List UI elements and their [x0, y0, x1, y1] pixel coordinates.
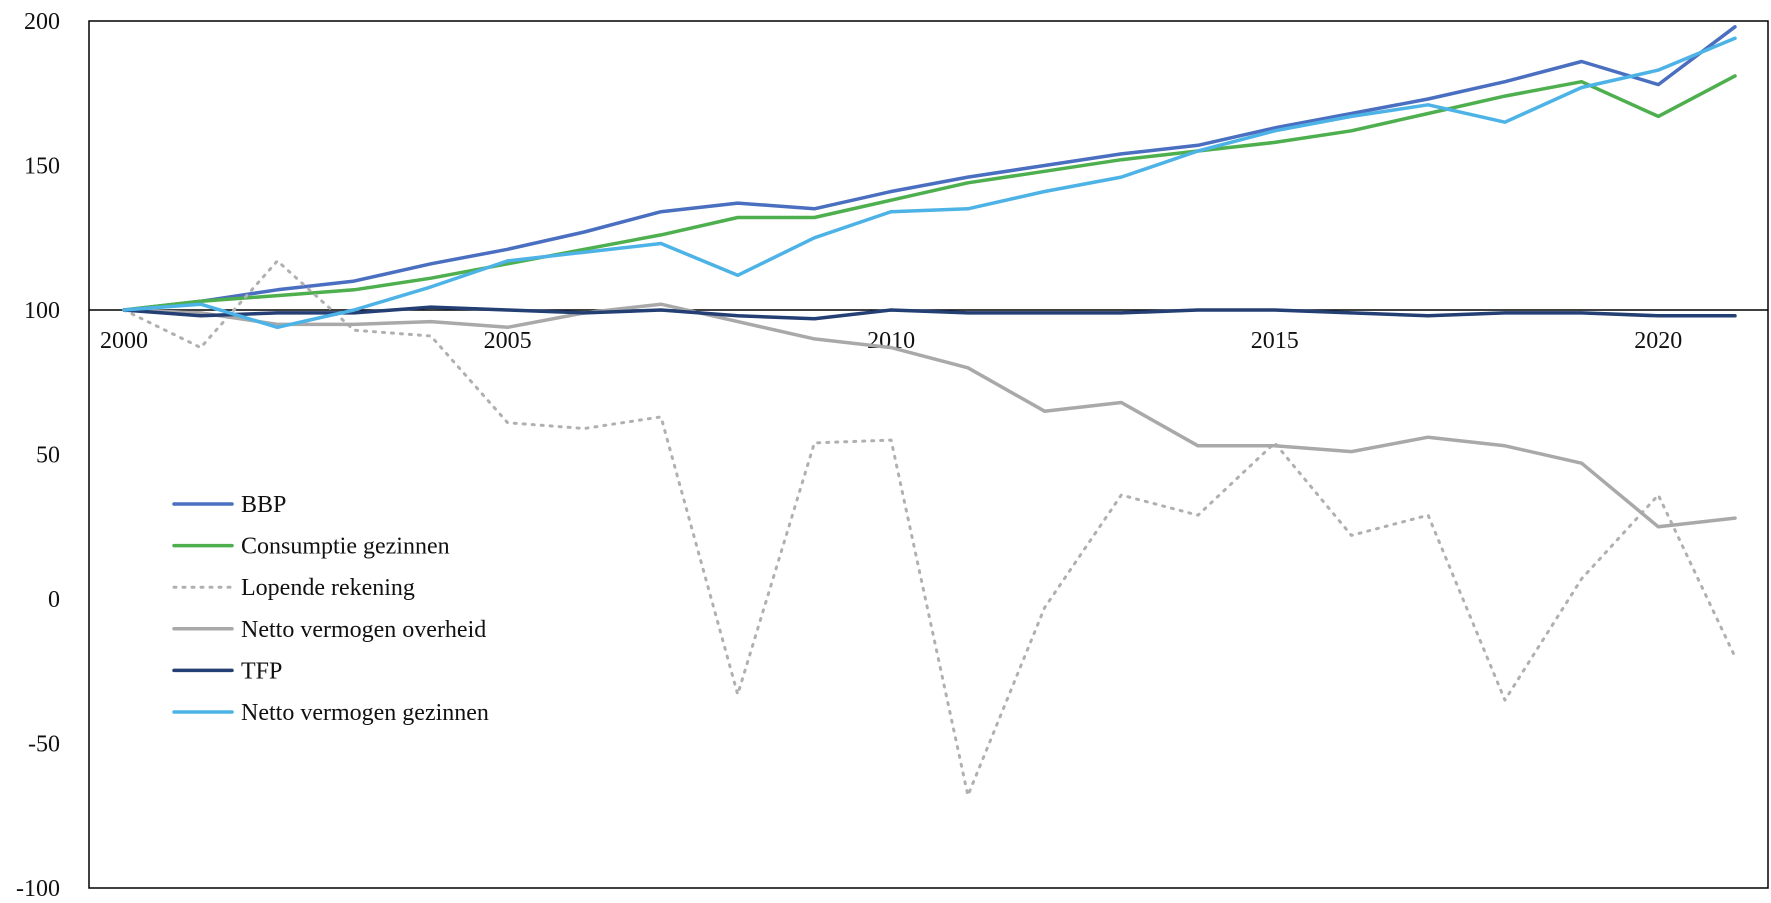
y-tick-label: -100	[16, 876, 60, 902]
series-line-4	[122, 302, 1737, 529]
series-line-5	[122, 305, 1737, 321]
plot-frame	[88, 20, 1769, 889]
series-line-6	[122, 36, 1737, 330]
x-tick-label: 2020	[1634, 328, 1682, 354]
y-tick-label: 50	[36, 443, 60, 469]
legend-label-4: Netto vermogen overheid	[241, 617, 486, 643]
series-line-2	[122, 74, 1737, 312]
x-tick-label: 2010	[867, 328, 915, 354]
legend-label-2: Consumptie gezinnen	[241, 534, 450, 560]
y-tick-label: 200	[24, 9, 60, 35]
x-tick-label: 2005	[484, 328, 532, 354]
y-tick-label: -50	[28, 732, 60, 758]
series-line-1	[122, 25, 1737, 312]
y-tick-label: 150	[24, 154, 60, 180]
legend-label-1: BBP	[241, 492, 286, 518]
y-tick-label: 100	[24, 298, 60, 324]
legend-label-5: TFP	[241, 658, 282, 684]
legend-label-3: Lopende rekening	[241, 575, 415, 601]
series-line-3	[122, 259, 1737, 797]
y-tick-label: 0	[48, 587, 60, 613]
legend-label-6: Netto vermogen gezinnen	[241, 700, 489, 726]
x-tick-label: 2015	[1251, 328, 1299, 354]
x-tick-label: 2000	[100, 328, 148, 354]
